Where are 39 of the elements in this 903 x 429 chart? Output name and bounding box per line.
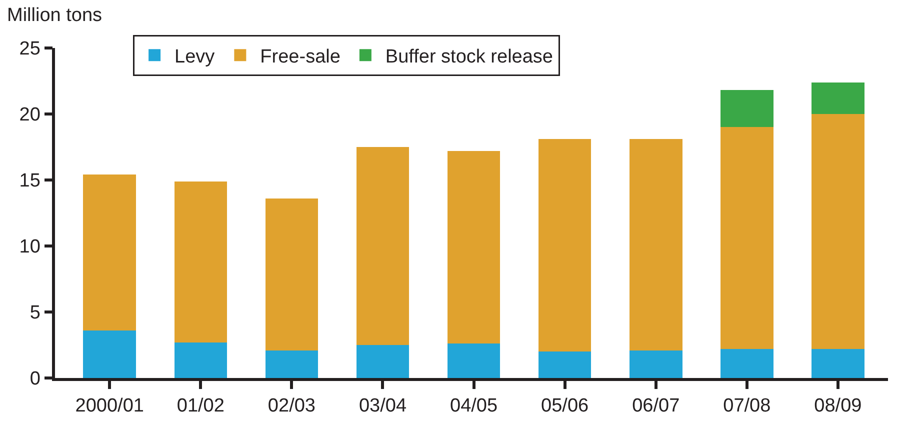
y-tick-label: 20	[19, 104, 40, 126]
bar	[720, 90, 774, 128]
y-tick-label: 10	[19, 236, 40, 258]
y-tick-label: 0	[30, 368, 40, 390]
x-tick-label: 08/09	[814, 396, 862, 417]
y-axis-title: Million tons	[7, 5, 102, 26]
bar	[447, 344, 500, 378]
x-tick-label: 03/04	[358, 396, 407, 417]
y-tick-label: 15	[19, 170, 40, 192]
bar	[83, 330, 136, 378]
bar	[356, 147, 410, 345]
x-tick-label: 07/08	[723, 396, 771, 417]
bar	[812, 114, 864, 349]
bar	[83, 174, 136, 330]
x-tick-label: 06/07	[632, 396, 680, 417]
y-tick-label: 5	[30, 302, 40, 324]
x-tick-label: 01/02	[176, 396, 224, 417]
bar	[720, 348, 774, 378]
bar	[447, 150, 500, 344]
legend-label: Free-sale	[260, 46, 340, 68]
bar	[356, 345, 410, 378]
bar	[538, 352, 592, 378]
y-tick-label: 25	[19, 38, 40, 60]
legend-label: Buffer stock release	[385, 46, 554, 68]
bar	[629, 139, 682, 350]
bar	[629, 350, 682, 378]
bar	[265, 198, 318, 350]
legend-label: Levy	[174, 46, 216, 68]
x-tick-label: 02/03	[268, 396, 316, 417]
x-tick-label: 05/06	[541, 396, 589, 417]
x-tick-label: 2000/01	[75, 396, 144, 417]
bar	[538, 139, 592, 352]
x-tick-label: 04/05	[450, 396, 498, 417]
bar	[174, 342, 228, 378]
bar	[720, 127, 774, 349]
bar	[812, 82, 864, 114]
bar	[174, 181, 228, 342]
bar	[812, 348, 864, 378]
bar	[265, 350, 318, 378]
